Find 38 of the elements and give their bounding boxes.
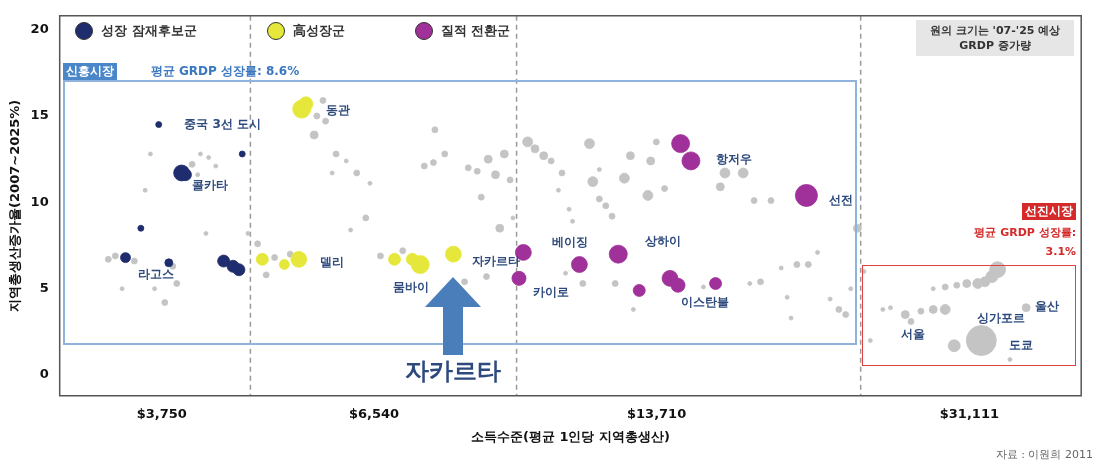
y-axis-title: 지역총생산증가율(2007~2025%) (7, 99, 23, 312)
annotation: 서울 (901, 326, 926, 341)
annotation: 선전 (829, 192, 854, 207)
annotation: 평균 GRDP 성장률: 8.6% (150, 63, 300, 80)
x-tick-label: $3,750 (136, 405, 187, 421)
annotation: 자카르타 (472, 254, 521, 269)
annotation: 원의 크기는 '07-'25 예상 GRDP 증가량 (916, 19, 1075, 56)
annotation: 동관 (325, 103, 350, 118)
y-tick-label: 5 (39, 280, 49, 296)
x-tick-label: $6,540 (348, 405, 400, 421)
annotation: 도쿄 (1009, 337, 1034, 352)
legend-label: 질적 전환군 (440, 21, 511, 40)
annotation: 라고스 (138, 266, 175, 281)
annotation: 자카르타 (403, 356, 502, 388)
annotation: 이스탄불 (680, 295, 729, 310)
y-tick-label: 20 (30, 20, 49, 36)
annotation: 울산 (1035, 298, 1060, 313)
y-tick-label: 0 (39, 366, 49, 382)
annotation: 베이징 (552, 234, 589, 249)
annotation: 뭄바이 (393, 279, 430, 294)
annotation: 항저우 (715, 152, 752, 167)
annotation: 델리 (319, 255, 344, 270)
y-tick-label: 15 (30, 107, 49, 123)
annotation: 상하이 (644, 234, 682, 249)
text: 자료 : 이원희 2011 (995, 447, 1093, 462)
x-tick-label: $13,710 (626, 405, 687, 421)
annotation: 선진시장 (1022, 203, 1077, 221)
annotation: 싱가포르 (976, 310, 1025, 325)
legend-label: 성장 잠재후보군 (101, 21, 197, 40)
x-axis-title: 소득수준(평균 1인당 지역총생산) (470, 428, 670, 444)
legend-label: 高성장군 (292, 21, 345, 40)
annotation: 중국 3선 도시 (184, 116, 262, 131)
annotation: 평균 GRDP 성장률: 3.1% (973, 225, 1077, 261)
x-tick-label: $31,111 (939, 405, 999, 421)
y-tick-label: 10 (30, 193, 49, 209)
annotation: 콜카타 (191, 178, 228, 193)
annotation: 신흥시장 (62, 63, 117, 81)
annotation: 카이로 (532, 285, 569, 300)
